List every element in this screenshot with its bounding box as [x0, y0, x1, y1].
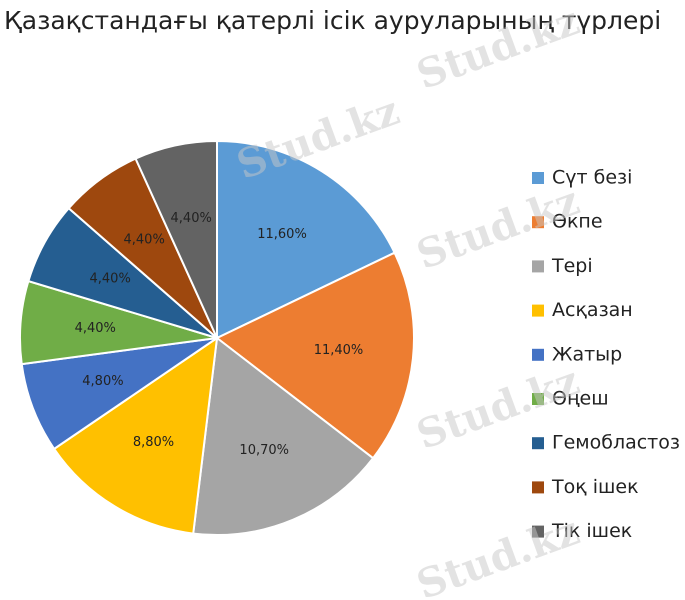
data-label: 4,80%: [82, 374, 123, 389]
pie-slice: [216, 139, 396, 340]
legend-label: Өңеш: [552, 388, 609, 410]
legend-label: Тері: [551, 255, 593, 277]
data-label: 4,40%: [171, 211, 212, 226]
data-label: 8,80%: [133, 435, 174, 450]
data-label: 10,70%: [239, 443, 289, 458]
pie-slice: [134, 139, 218, 339]
legend-swatch: [532, 216, 544, 229]
pie-slice: [192, 336, 375, 536]
chart-title: Қазақстандағы қатерлі ісік ауруларының т…: [4, 6, 661, 35]
legend-label: Өкпе: [552, 211, 603, 233]
legend-swatch: [532, 172, 544, 184]
legend-swatch: [532, 260, 544, 273]
legend-swatch: [532, 525, 544, 538]
legend-swatch: [532, 481, 544, 494]
legend-swatch: [532, 437, 544, 450]
legend-swatch: [532, 304, 544, 317]
legend-label: Тік ішек: [551, 520, 632, 542]
data-label: 11,40%: [314, 343, 364, 358]
legend-label: Гемобластоз: [552, 432, 680, 454]
legend-swatch: [532, 348, 544, 361]
legend-label: Жатыр: [552, 343, 622, 365]
data-label: 4,40%: [124, 232, 165, 247]
legend-label: Сүт безі: [552, 167, 632, 189]
data-label: 4,40%: [75, 321, 116, 336]
pie-slice: [215, 251, 415, 460]
legend-label: Тоқ ішек: [551, 476, 639, 498]
legend-swatch: [532, 393, 544, 405]
legend-label: Асқазан: [552, 299, 633, 321]
pie-slice: [52, 335, 219, 535]
data-label: 11,60%: [257, 227, 307, 242]
data-label: 4,40%: [90, 271, 131, 286]
watermark: Stud.kz: [411, 507, 586, 600]
